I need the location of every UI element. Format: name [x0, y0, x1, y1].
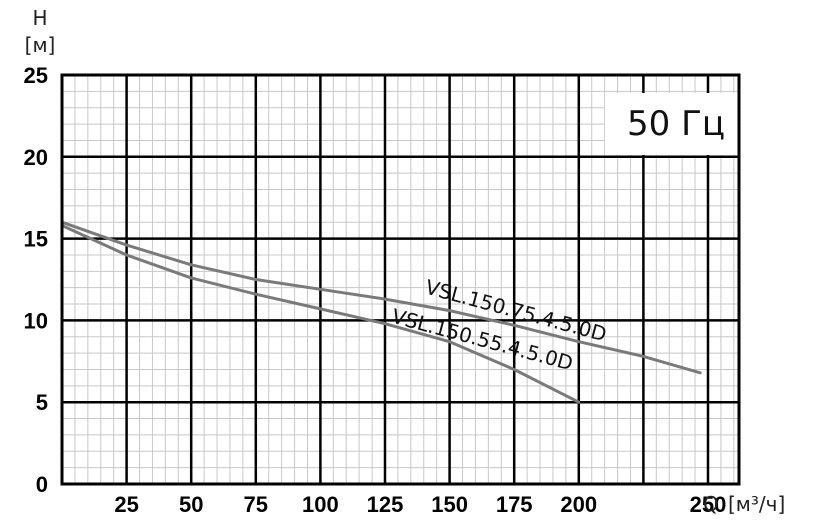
plot-frame [60, 73, 741, 486]
x-tick-label: 75 [244, 492, 268, 517]
y-axis-symbol: H [32, 6, 47, 30]
x-tick-label: 250 [690, 492, 727, 517]
y-tick-label: 25 [24, 63, 48, 88]
minor-gridlines [62, 75, 739, 484]
x-tick-label: 25 [114, 492, 138, 517]
x-tick-label: 175 [496, 492, 533, 517]
y-tick-labels: 0 5 10 15 20 25 [24, 63, 48, 497]
x-tick-labels: 25 50 75 100 125 150 175 200 250 [114, 492, 726, 517]
y-tick-label: 15 [24, 227, 48, 252]
x-tick-label: 100 [302, 492, 339, 517]
y-tick-label: 0 [36, 472, 48, 497]
x-tick-label: 50 [179, 492, 203, 517]
y-tick-label: 10 [24, 308, 48, 333]
y-tick-label: 5 [36, 390, 48, 415]
performance-curves [60, 220, 702, 404]
plot-border [60, 73, 741, 486]
frequency-label-box [605, 93, 737, 155]
series-line-1 [60, 220, 702, 375]
x-axis-unit: [м³/ч] [728, 492, 785, 516]
x-axis-symbol: Q [703, 492, 719, 516]
series-line-2 [60, 224, 581, 404]
x-tick-label: 150 [431, 492, 468, 517]
x-tick-label: 200 [560, 492, 597, 517]
y-axis-unit: [м] [25, 33, 56, 57]
y-tick-label: 20 [24, 145, 48, 170]
x-tick-label: 125 [367, 492, 404, 517]
frequency-label: 50 Гц [627, 104, 725, 144]
